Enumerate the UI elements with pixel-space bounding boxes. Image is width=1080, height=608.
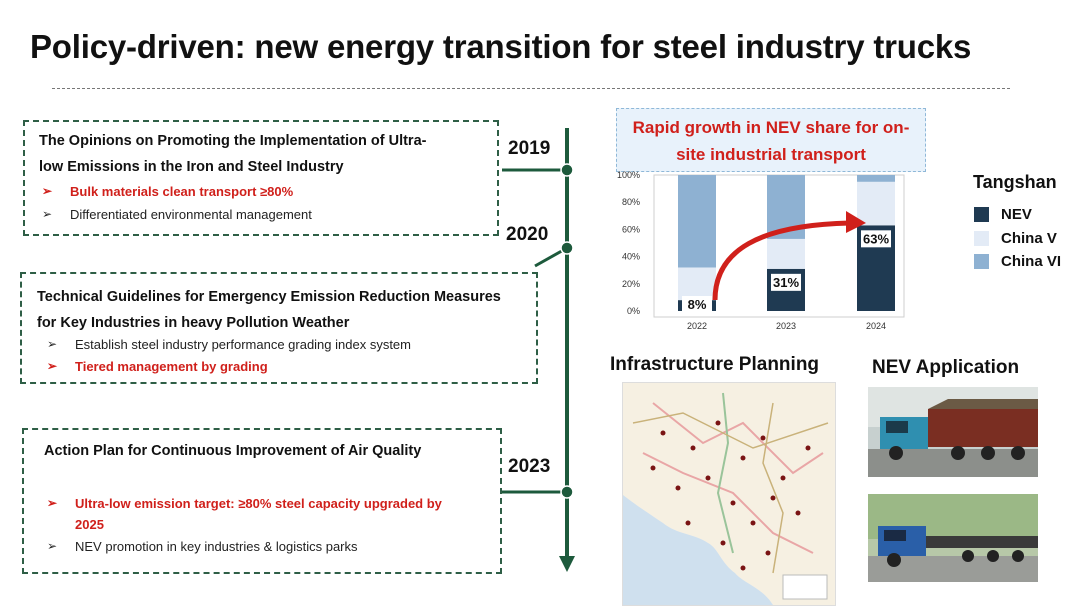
y-tick-label: 40% bbox=[622, 252, 640, 262]
policy-heading-2023: Action Plan for Continuous Improvement o… bbox=[44, 438, 494, 464]
x-tick-label: 2024 bbox=[866, 321, 886, 331]
map-icon bbox=[623, 383, 835, 605]
legend-label: China VI bbox=[1001, 253, 1062, 270]
timeline-axis bbox=[502, 128, 575, 572]
bullet-text: Bulk materials clean transport ≥80% bbox=[70, 184, 294, 199]
chart-title-line: Rapid growth in NEV share for on- bbox=[632, 118, 910, 137]
policy-heading-2020: Technical Guidelines for Emergency Emiss… bbox=[37, 284, 537, 336]
y-tick-label: 100% bbox=[617, 170, 640, 180]
arrow-bullet-icon: ➢ bbox=[47, 496, 58, 510]
legend-item-nev: NEV bbox=[974, 206, 1032, 223]
chart-title: Rapid growth in NEV share for on- site i… bbox=[616, 114, 926, 168]
timeline-arrowhead bbox=[559, 556, 575, 572]
y-tick-label: 60% bbox=[622, 224, 640, 234]
bar-segment-china-v bbox=[678, 267, 716, 301]
year-label-2023: 2023 bbox=[508, 456, 551, 477]
legend-label: China V bbox=[1001, 230, 1057, 247]
data-label: 8% bbox=[688, 297, 707, 312]
bar-segment-china-v bbox=[767, 238, 805, 269]
y-tick-label: 20% bbox=[622, 279, 640, 289]
bullet-item: ➢ Tiered management by grading bbox=[47, 359, 268, 374]
bar-segment-china-v bbox=[857, 181, 895, 226]
x-tick-label: 2023 bbox=[776, 321, 796, 331]
infrastructure-planning-label: Infrastructure Planning bbox=[610, 354, 820, 375]
policy-box-2023 bbox=[22, 428, 502, 574]
nev-truck-photo-2 bbox=[868, 494, 1038, 582]
growth-arrow bbox=[712, 220, 851, 301]
bullet-text-line: Ultra-low emission target: ≥80% steel ca… bbox=[75, 496, 442, 511]
legend-item-china-vi: China VI bbox=[974, 253, 1061, 270]
nev-application-label: NEV Application bbox=[872, 357, 1020, 378]
chart-title-line: site industrial transport bbox=[676, 145, 866, 164]
bullet-item: ➢ Establish steel industry performance g… bbox=[47, 337, 411, 352]
policy-box-2020 bbox=[20, 272, 538, 384]
policy-heading-2019: The Opinions on Promoting the Implementa… bbox=[39, 128, 489, 180]
legend-swatch bbox=[974, 207, 989, 222]
data-label: 63% bbox=[863, 231, 889, 246]
growth-arrowhead bbox=[846, 211, 866, 233]
data-label-background bbox=[682, 296, 712, 313]
bullet-item: ➢ Differentiated environmental managemen… bbox=[42, 207, 312, 222]
bullet-text: Tiered management by grading bbox=[75, 359, 268, 374]
title-divider bbox=[52, 88, 1010, 89]
data-label: 31% bbox=[773, 275, 799, 290]
arrow-bullet-icon: ➢ bbox=[47, 539, 58, 553]
timeline-node-2020 bbox=[560, 241, 574, 255]
bullet-text: Ultra-low emission target: ≥80% steel ca… bbox=[75, 493, 442, 535]
legend-swatch bbox=[974, 231, 989, 246]
policy-box-2019 bbox=[23, 120, 499, 236]
nev-truck-photo-1 bbox=[868, 387, 1038, 477]
heading-line: for Key Industries in heavy Pollution We… bbox=[37, 315, 350, 331]
bullet-item: ➢ NEV promotion in key industries & logi… bbox=[47, 539, 358, 554]
legend-swatch bbox=[974, 254, 989, 269]
heading-line: Technical Guidelines for Emergency Emiss… bbox=[37, 289, 501, 305]
timeline-node-2019 bbox=[560, 163, 574, 177]
y-tick-label: 0% bbox=[627, 306, 640, 316]
bullet-text: NEV promotion in key industries & logist… bbox=[75, 539, 358, 554]
bullet-text: Differentiated environmental management bbox=[70, 207, 312, 222]
year-label-2019: 2019 bbox=[508, 138, 551, 159]
arrow-bullet-icon: ➢ bbox=[47, 359, 58, 373]
truck-icon bbox=[868, 387, 1038, 477]
heading-line: low Emissions in the Iron and Steel Indu… bbox=[39, 159, 344, 175]
legend-item-china-v: China V bbox=[974, 230, 1057, 247]
legend-label: NEV bbox=[1001, 206, 1032, 223]
bullet-text: Establish steel industry performance gra… bbox=[75, 337, 411, 352]
page-title: Policy-driven: new energy transition for… bbox=[30, 28, 972, 65]
infrastructure-map-image bbox=[622, 382, 836, 606]
year-label-2020: 2020 bbox=[506, 224, 549, 245]
data-label-background bbox=[861, 230, 891, 248]
bullet-item: ➢ Ultra-low emission target: ≥80% steel … bbox=[47, 493, 442, 535]
nev-share-chart: 0% 20% 40% 60% 80% 100% 2022 8% 2023 31% 2024 63% bbox=[617, 170, 905, 331]
heading-line: Action Plan for Continuous Improvement o… bbox=[44, 443, 422, 459]
y-tick-label: 80% bbox=[622, 197, 640, 207]
data-label-background bbox=[771, 273, 801, 291]
bullet-item: ➢ Bulk materials clean transport ≥80% bbox=[42, 184, 293, 199]
timeline-node-2023 bbox=[560, 485, 574, 499]
arrow-bullet-icon: ➢ bbox=[42, 207, 53, 221]
heading-line: The Opinions on Promoting the Implementa… bbox=[39, 133, 427, 149]
bullet-text-line: 2025 bbox=[75, 517, 104, 532]
chart-title-box bbox=[616, 108, 926, 172]
truck-icon bbox=[868, 494, 1038, 582]
arrow-bullet-icon: ➢ bbox=[47, 337, 58, 351]
x-tick-label: 2022 bbox=[687, 321, 707, 331]
arrow-bullet-icon: ➢ bbox=[42, 184, 53, 198]
bar-segment-china-vi bbox=[678, 175, 716, 268]
bar-segment-china-vi bbox=[857, 175, 895, 182]
legend-title: Tangshan bbox=[973, 172, 1057, 192]
